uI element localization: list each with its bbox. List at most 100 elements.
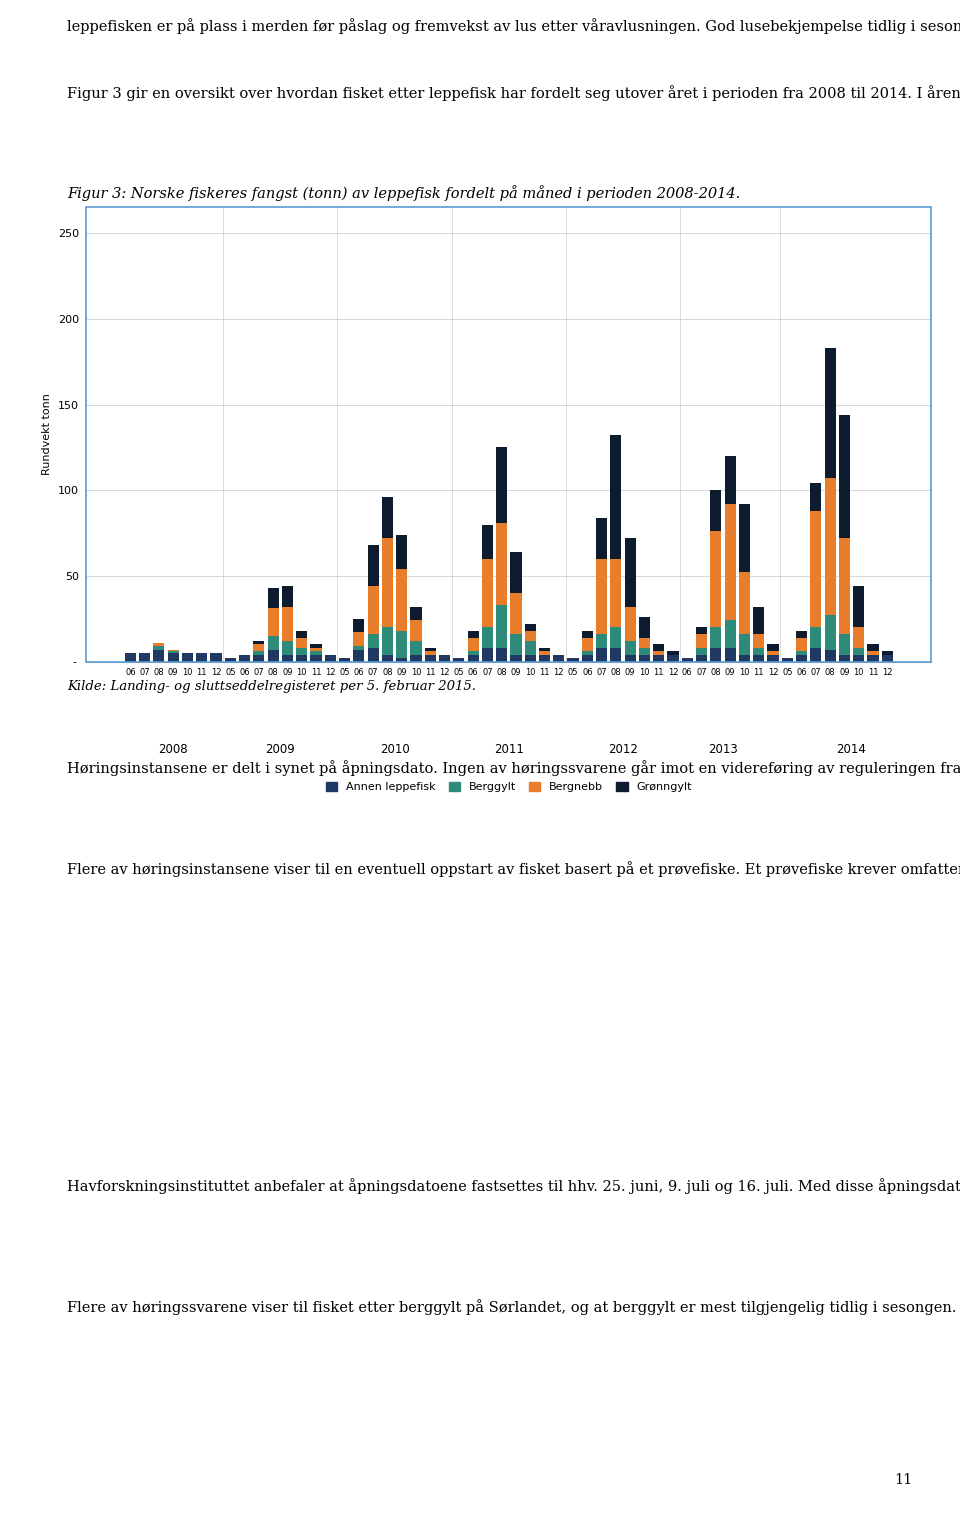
Bar bbox=[496, 447, 507, 522]
Bar bbox=[468, 651, 479, 654]
Bar bbox=[596, 559, 607, 634]
Bar bbox=[368, 586, 378, 634]
Bar bbox=[611, 559, 621, 627]
Bar bbox=[353, 646, 365, 650]
Bar bbox=[268, 650, 278, 662]
Bar bbox=[382, 537, 393, 627]
Bar bbox=[139, 653, 150, 662]
Bar bbox=[511, 654, 521, 662]
Bar bbox=[582, 637, 593, 651]
Bar bbox=[282, 586, 293, 607]
Text: leppefisken er på plass i merden før påslag og fremvekst av lus etter våravlusni: leppefisken er på plass i merden før pås… bbox=[67, 18, 960, 33]
Text: -: - bbox=[72, 657, 76, 666]
Bar bbox=[853, 627, 864, 648]
Bar bbox=[881, 651, 893, 654]
Bar bbox=[611, 627, 621, 648]
Bar bbox=[625, 654, 636, 662]
Bar bbox=[453, 659, 465, 662]
Bar bbox=[154, 650, 164, 662]
Bar bbox=[539, 648, 550, 651]
Bar bbox=[396, 659, 407, 662]
Text: 2009: 2009 bbox=[265, 743, 295, 757]
Bar bbox=[525, 624, 536, 631]
Bar bbox=[168, 653, 179, 662]
Bar bbox=[796, 654, 807, 662]
Bar bbox=[496, 522, 507, 606]
Bar bbox=[582, 654, 593, 662]
Bar bbox=[767, 651, 779, 654]
Text: 2008: 2008 bbox=[158, 743, 188, 757]
Bar bbox=[853, 586, 864, 627]
Bar bbox=[839, 415, 850, 537]
Bar bbox=[725, 621, 735, 648]
Bar bbox=[268, 587, 278, 609]
Bar bbox=[268, 609, 278, 636]
Bar bbox=[511, 634, 521, 654]
Bar bbox=[739, 634, 750, 654]
Bar bbox=[839, 654, 850, 662]
Bar bbox=[639, 648, 650, 654]
Bar bbox=[739, 654, 750, 662]
Bar bbox=[297, 631, 307, 637]
Bar bbox=[154, 646, 164, 650]
Text: 2012: 2012 bbox=[608, 743, 638, 757]
Bar bbox=[297, 637, 307, 648]
Text: 11: 11 bbox=[894, 1473, 912, 1487]
Bar bbox=[154, 643, 164, 646]
Bar bbox=[553, 654, 564, 662]
Bar bbox=[625, 537, 636, 607]
Bar bbox=[596, 634, 607, 648]
Text: Høringsinstansene er delt i synet på åpningsdato. Ingen av høringssvarene går im: Høringsinstansene er delt i synet på åpn… bbox=[67, 760, 960, 775]
Bar bbox=[739, 504, 750, 572]
Bar bbox=[339, 659, 350, 662]
Bar bbox=[411, 640, 421, 654]
Bar bbox=[525, 640, 536, 654]
Bar bbox=[582, 631, 593, 637]
Bar bbox=[353, 650, 365, 662]
Bar bbox=[539, 654, 550, 662]
Bar bbox=[710, 648, 721, 662]
Bar bbox=[767, 645, 779, 651]
Bar bbox=[482, 559, 492, 627]
Bar bbox=[825, 348, 835, 478]
Bar bbox=[268, 636, 278, 650]
Bar bbox=[696, 634, 708, 648]
Text: Kilde: Landing- og sluttseddelregisteret per 5. februar 2015.: Kilde: Landing- og sluttseddelregisteret… bbox=[67, 680, 476, 693]
Bar bbox=[796, 651, 807, 654]
Bar bbox=[754, 607, 764, 634]
Bar bbox=[796, 637, 807, 651]
Text: Flere av høringssvarene viser til fisket etter berggylt på Sørlandet, og at berg: Flere av høringssvarene viser til fisket… bbox=[67, 1299, 960, 1314]
Y-axis label: Rundvekt tonn: Rundvekt tonn bbox=[42, 394, 52, 475]
Bar bbox=[825, 478, 835, 615]
Bar bbox=[368, 634, 378, 648]
Bar bbox=[439, 654, 450, 662]
Bar bbox=[424, 648, 436, 651]
Bar bbox=[796, 631, 807, 637]
Bar bbox=[653, 645, 664, 651]
Bar bbox=[511, 593, 521, 634]
Bar bbox=[525, 631, 536, 640]
Bar bbox=[567, 659, 579, 662]
Bar bbox=[725, 648, 735, 662]
Text: 2013: 2013 bbox=[708, 743, 738, 757]
Bar bbox=[710, 491, 721, 531]
Bar bbox=[767, 654, 779, 662]
Bar bbox=[639, 618, 650, 637]
Bar bbox=[297, 654, 307, 662]
Bar bbox=[810, 648, 822, 662]
Bar bbox=[468, 654, 479, 662]
Bar bbox=[810, 483, 822, 510]
Legend: Annen leppefisk, Berggylt, Bergnebb, Grønngylt: Annen leppefisk, Berggylt, Bergnebb, Grø… bbox=[325, 783, 692, 792]
Bar bbox=[282, 607, 293, 640]
Bar bbox=[696, 648, 708, 654]
Text: 2011: 2011 bbox=[493, 743, 524, 757]
Bar bbox=[739, 572, 750, 634]
Bar bbox=[253, 654, 264, 662]
Bar bbox=[310, 654, 322, 662]
Bar bbox=[611, 648, 621, 662]
Bar bbox=[196, 653, 207, 662]
Bar bbox=[611, 436, 621, 559]
Bar bbox=[368, 648, 378, 662]
Bar bbox=[282, 640, 293, 654]
Bar bbox=[468, 631, 479, 637]
